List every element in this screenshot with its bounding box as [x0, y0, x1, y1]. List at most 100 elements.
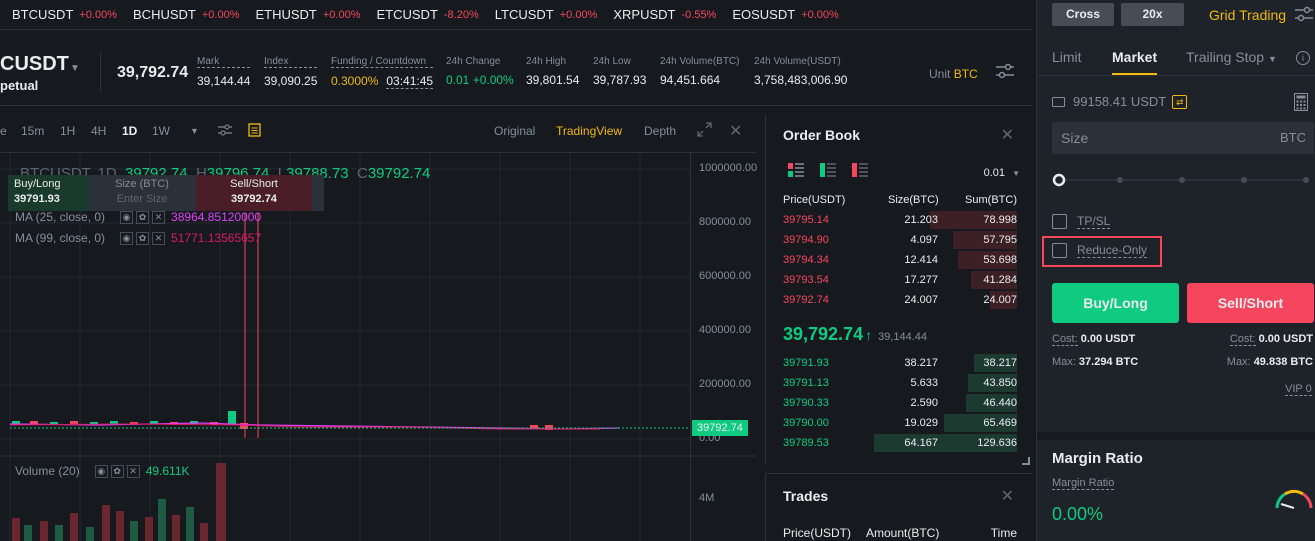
price-up-arrow-icon: ↑	[865, 327, 873, 343]
leverage-button[interactable]: 20x	[1121, 3, 1184, 26]
ma25-close-icon[interactable]: ✕	[152, 210, 166, 224]
margin-ratio-value: 0.00%	[1052, 504, 1104, 524]
timeframe-more-icon[interactable]: ▼	[190, 126, 199, 136]
ticker-item[interactable]: BTCUSDT +0.00%	[12, 7, 117, 22]
timeframe-1h[interactable]: 1H	[60, 124, 76, 138]
tab-limit[interactable]: Limit	[1052, 49, 1082, 65]
quick-sell-price: 39792.74	[231, 193, 277, 205]
ma25-label: MA (25, close, 0)	[15, 210, 106, 224]
header-divider	[100, 52, 101, 92]
ask-row[interactable]: 39794.34 12.414 53.698	[783, 251, 1017, 271]
precision-selector[interactable]: 0.01 ▼	[984, 167, 1020, 179]
order-price: 39792.74	[783, 294, 829, 306]
book-bids-icon[interactable]	[820, 163, 836, 177]
ticker-change: +0.00%	[322, 8, 361, 21]
y-tick: 200000.00	[699, 378, 751, 390]
timeframe-partial[interactable]: e	[0, 124, 7, 138]
symbol-name[interactable]: CUSDT	[0, 53, 69, 75]
price-chart[interactable]: BTCUSDT, 1D 39792.74 H39796.74 L39788.73…	[0, 152, 758, 541]
order-sum: 57.795	[983, 234, 1017, 246]
reduce-only-option[interactable]: Reduce-Only	[1052, 243, 1148, 258]
depth-bar	[944, 414, 1017, 432]
bid-row[interactable]: 39790.33 2.590 46.440	[783, 394, 1017, 414]
ticker-item[interactable]: ETHUSDT +0.00%	[255, 7, 360, 22]
order-size: 17.277	[904, 274, 938, 286]
view-depth[interactable]: Depth	[644, 124, 677, 138]
ma99-close-icon[interactable]: ✕	[152, 231, 166, 245]
ma99-eye-icon[interactable]: ◉	[120, 231, 134, 245]
y-tick: 400000.00	[699, 324, 751, 336]
expand-icon[interactable]	[697, 122, 712, 137]
view-original[interactable]: Original	[494, 124, 536, 138]
buy-max-label: Max:	[1052, 356, 1076, 368]
chart-close-icon[interactable]: ✕	[729, 123, 743, 140]
resize-handle-icon[interactable]	[1022, 457, 1030, 465]
volume-gear-icon[interactable]: ✿	[110, 464, 124, 478]
wallet-icon	[1052, 96, 1065, 107]
ticker-item[interactable]: EOSUSDT +0.00%	[732, 7, 838, 22]
size-slider[interactable]	[1052, 172, 1314, 188]
symbol-dropdown-icon[interactable]: ▼	[70, 63, 80, 74]
view-tradingview[interactable]: TradingView	[556, 124, 623, 138]
size-input[interactable]	[1052, 122, 1314, 154]
book-both-icon[interactable]	[788, 163, 804, 177]
tab-market[interactable]: Market	[1112, 49, 1158, 75]
bid-row[interactable]: 39789.53 64.167 129.636	[783, 434, 1017, 454]
bid-row[interactable]: 39791.93 38.217 38.217	[783, 354, 1017, 374]
ticker-item[interactable]: XRPUSDT -0.55%	[613, 7, 716, 22]
ask-row[interactable]: 39792.74 24.007 24.007	[783, 291, 1017, 311]
transfer-icon[interactable]: ⇄	[1172, 94, 1188, 109]
ma25-eye-icon[interactable]: ◉	[120, 210, 134, 224]
grid-trading-link[interactable]: Grid Trading	[1209, 7, 1287, 23]
chart-list-icon[interactable]	[248, 123, 261, 137]
quick-size-input[interactable]: Size (BTC) Enter Size	[88, 175, 196, 211]
ma99-gear-icon[interactable]: ✿	[136, 231, 150, 245]
timeframe-1w[interactable]: 1W	[152, 124, 170, 138]
ticker-item[interactable]: LTCUSDT +0.00%	[495, 7, 598, 22]
volume-close-icon[interactable]: ✕	[126, 464, 140, 478]
ask-row[interactable]: 39793.54 17.277 41.284	[783, 271, 1017, 291]
ma25-gear-icon[interactable]: ✿	[136, 210, 150, 224]
ask-row[interactable]: 39795.14 21.203 78.998	[783, 211, 1017, 231]
tab-trailing-stop[interactable]: Trailing Stop ▼	[1186, 49, 1277, 65]
unit-selector[interactable]: Unit BTC	[929, 67, 978, 81]
ticker-symbol: ETCUSDT	[376, 7, 438, 22]
change-value: 0.01 +0.00%	[446, 73, 514, 87]
bid-row[interactable]: 39791.13 5.633 43.850	[783, 374, 1017, 394]
calculator-icon[interactable]	[1294, 93, 1308, 111]
high-value: 39,801.54	[526, 73, 580, 87]
ask-row[interactable]: 39794.90 4.097 57.795	[783, 231, 1017, 251]
margin-mode-button[interactable]: Cross	[1052, 3, 1114, 26]
trades-close-icon[interactable]: ✕	[1000, 488, 1014, 505]
timeframe-15m[interactable]: 15m	[21, 124, 45, 138]
timeframe-1d[interactable]: 1D	[122, 124, 138, 138]
buy-long-button[interactable]: Buy/Long	[1052, 283, 1179, 323]
timeframe-4h[interactable]: 4H	[91, 124, 107, 138]
order-sum: 46.440	[983, 397, 1017, 409]
panel-settings-icon[interactable]	[1295, 6, 1313, 22]
quick-sell-button[interactable]: Sell/Short 39792.74	[196, 175, 312, 211]
ma25-value: 38964.85120000	[171, 210, 262, 224]
sell-cost: Cost: 0.00 USDT	[1229, 333, 1313, 346]
quick-buy-button[interactable]: Buy/Long 39791.93	[8, 175, 88, 211]
ticker-item[interactable]: ETCUSDT -8.20%	[377, 7, 479, 22]
y-tick: 1000000.00	[699, 162, 758, 174]
tpsl-checkbox[interactable]	[1052, 214, 1067, 229]
indicator-settings-icon[interactable]	[218, 124, 232, 136]
settings-sliders-icon[interactable]	[996, 64, 1014, 78]
vip-level-link[interactable]: VIP 0	[1285, 383, 1312, 396]
volume-eye-icon[interactable]: ◉	[94, 464, 108, 478]
info-icon[interactable]: i	[1296, 51, 1310, 65]
ticker-item[interactable]: BCHUSDT +0.00%	[133, 7, 239, 22]
tpsl-option[interactable]: TP/SL	[1052, 214, 1111, 229]
order-book-close-icon[interactable]: ✕	[1000, 127, 1014, 144]
bid-row[interactable]: 39790.00 19.029 65.469	[783, 414, 1017, 434]
chart-canvas[interactable]	[0, 153, 756, 541]
depth-bar	[874, 434, 1017, 452]
reduce-only-checkbox[interactable]	[1052, 243, 1067, 258]
depth-bar	[929, 211, 1017, 229]
order-book-mid-price: 39,792.74 ↑ 39,144.44	[783, 324, 927, 345]
book-asks-icon[interactable]	[852, 163, 868, 177]
price-axis[interactable]: 1000000.00 800000.00 600000.00 400000.00…	[690, 153, 758, 541]
sell-short-button[interactable]: Sell/Short	[1187, 283, 1314, 323]
